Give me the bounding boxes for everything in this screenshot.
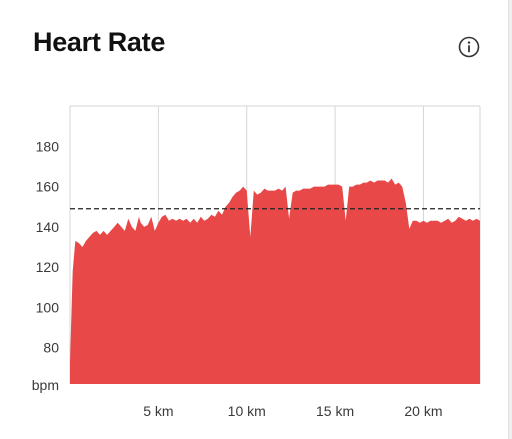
card-title: Heart Rate — [33, 27, 166, 57]
x-tick-label: 5 km — [143, 403, 173, 419]
y-tick-label: 100 — [36, 299, 60, 315]
axis-ticks: 5 km 10 km 15 km 20 km 80 100 120 140 160 180 bpm — [32, 138, 443, 419]
y-axis-unit-label: bpm — [32, 377, 59, 393]
x-tick-label: 15 km — [316, 403, 354, 419]
y-tick-label: 120 — [36, 259, 60, 275]
x-tick-label: 10 km — [228, 403, 266, 419]
x-tick-label: 20 km — [404, 403, 442, 419]
y-tick-label: 80 — [43, 340, 59, 356]
heart-rate-series — [70, 178, 480, 384]
y-tick-label: 180 — [36, 138, 60, 154]
info-icon[interactable] — [458, 36, 480, 58]
heart-rate-area — [70, 178, 480, 384]
y-tick-label: 140 — [36, 219, 60, 235]
y-tick-label: 160 — [36, 179, 60, 195]
